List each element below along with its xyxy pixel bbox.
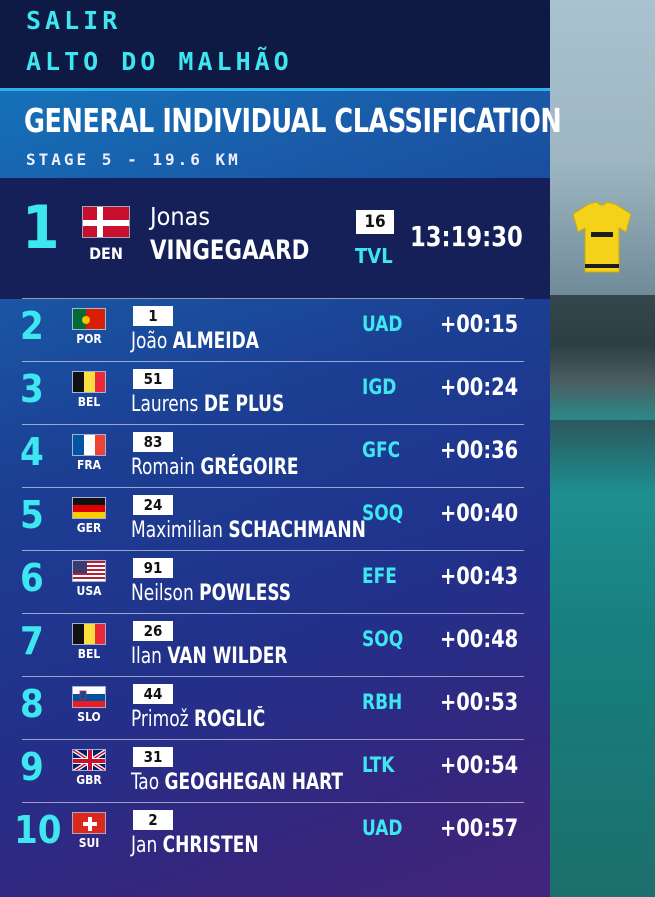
table-row: 3 BEL 51 Laurens DE PLUS IGD +00:24: [0, 361, 550, 424]
flag-bel-icon: [72, 371, 106, 393]
leader-first-name: Jonas: [150, 202, 211, 231]
row-rank: 6: [20, 556, 44, 600]
row-nationality: GBR: [76, 773, 102, 787]
leader-time: 13:19:30: [410, 220, 523, 253]
row-gap: +00:48: [440, 625, 519, 653]
row-rider-name: Tao GEOGHEGAN HART: [131, 770, 344, 795]
row-rider-name: Primož ROGLIČ: [131, 707, 266, 732]
row-nationality: SLO: [77, 710, 101, 724]
row-bib: 1: [133, 306, 173, 326]
row-bib: 26: [133, 621, 173, 641]
row-team: SOQ: [362, 627, 404, 651]
row-bib: 24: [133, 495, 173, 515]
row-rank: 2: [20, 304, 44, 348]
table-row: 7 BEL 26 Ilan VAN WILDER SOQ +00:48: [0, 613, 550, 676]
row-bib: 91: [133, 558, 173, 578]
row-rider-name: Ilan VAN WILDER: [131, 644, 288, 669]
table-row: 5 GER 24 Maximilian SCHACHMANN SOQ +00:4…: [0, 487, 550, 550]
row-bib: 83: [133, 432, 173, 452]
flag-slo-icon: [72, 686, 106, 708]
row-team: GFC: [362, 438, 401, 462]
stage-subtitle: STAGE 5 - 19.6 KM: [26, 150, 241, 169]
row-gap: +00:57: [440, 814, 519, 842]
row-team: LTK: [362, 753, 395, 777]
row-nationality: USA: [76, 584, 102, 598]
row-rank: 10: [14, 808, 62, 852]
row-gap: +00:43: [440, 562, 519, 590]
row-gap: +00:36: [440, 436, 519, 464]
row-nationality: FRA: [76, 458, 102, 472]
row-bib: 51: [133, 369, 173, 389]
flag-sui-icon: [72, 812, 106, 834]
table-row: 9 GBR 31 Tao GEOGHEGAN HART LTK +00:54: [0, 739, 550, 802]
row-rider-name: Jan CHRISTEN: [131, 833, 259, 858]
flag-usa-icon: [72, 560, 106, 582]
row-nationality: SUI: [78, 836, 100, 850]
row-rank: 3: [20, 367, 44, 411]
page-title: GENERAL INDIVIDUAL CLASSIFICATION: [24, 101, 562, 140]
background-land: [550, 295, 655, 420]
row-team: UAD: [362, 312, 403, 336]
row-rider-name: Neilson POWLESS: [131, 581, 292, 606]
row-rider-name: Laurens DE PLUS: [131, 392, 285, 417]
background-scene: [550, 0, 655, 897]
table-row: 8 SLO 44 Primož ROGLIČ RBH +00:53: [0, 676, 550, 739]
row-nationality: BEL: [77, 395, 101, 409]
location-finish: ALTO DO MALHÃO: [26, 47, 293, 76]
leader-nationality: DEN: [89, 244, 123, 263]
row-rank: 5: [20, 493, 44, 537]
row-rank: 8: [20, 682, 44, 726]
row-team: IGD: [362, 375, 397, 399]
table-row: 4 FRA 83 Romain GRÉGOIRE GFC +00:36: [0, 424, 550, 487]
table-row: 2 POR 1 João ALMEIDA UAD +00:15: [0, 298, 550, 361]
leader-row: [0, 178, 550, 299]
table-row: 6 USA 91 Neilson POWLESS EFE +00:43: [0, 550, 550, 613]
row-gap: +00:54: [440, 751, 519, 779]
row-team: SOQ: [362, 501, 404, 525]
flag-gbr-icon: [72, 749, 106, 771]
row-gap: +00:24: [440, 373, 519, 401]
row-rank: 9: [20, 745, 44, 789]
row-team: EFE: [362, 564, 397, 588]
flag-fra-icon: [72, 434, 106, 456]
leader-rank: 1: [22, 193, 60, 263]
row-bib: 31: [133, 747, 173, 767]
row-gap: +00:53: [440, 688, 519, 716]
row-gap: +00:40: [440, 499, 519, 527]
row-team: RBH: [362, 690, 403, 714]
flag-ger-icon: [72, 497, 106, 519]
accent-divider: [0, 88, 550, 91]
location-start: SALIR: [26, 6, 122, 35]
row-bib: 2: [133, 810, 173, 830]
row-rank: 7: [20, 619, 44, 663]
row-bib: 44: [133, 684, 173, 704]
flag-den-icon: [82, 206, 130, 238]
leader-team: TVL: [355, 244, 393, 268]
row-rider-name: João ALMEIDA: [131, 329, 259, 354]
row-nationality: POR: [76, 332, 102, 346]
leader-bib: 16: [356, 210, 394, 234]
row-gap: +00:15: [440, 310, 519, 338]
flag-bel-icon: [72, 623, 106, 645]
row-rank: 4: [20, 430, 44, 474]
location-header: SALIR ALTO DO MALHÃO: [0, 0, 550, 88]
row-rider-name: Romain GRÉGOIRE: [131, 455, 299, 480]
leader-last-name: VINGEGAARD: [150, 235, 310, 266]
table-row: 10 SUI 2 Jan CHRISTEN UAD +00:57: [0, 802, 550, 865]
row-team: UAD: [362, 816, 403, 840]
row-nationality: GER: [76, 521, 102, 535]
yellow-jersey-icon: [571, 200, 633, 275]
row-nationality: BEL: [77, 647, 101, 661]
row-rider-name: Maximilian SCHACHMANN: [131, 518, 366, 543]
flag-por-icon: [72, 308, 106, 330]
